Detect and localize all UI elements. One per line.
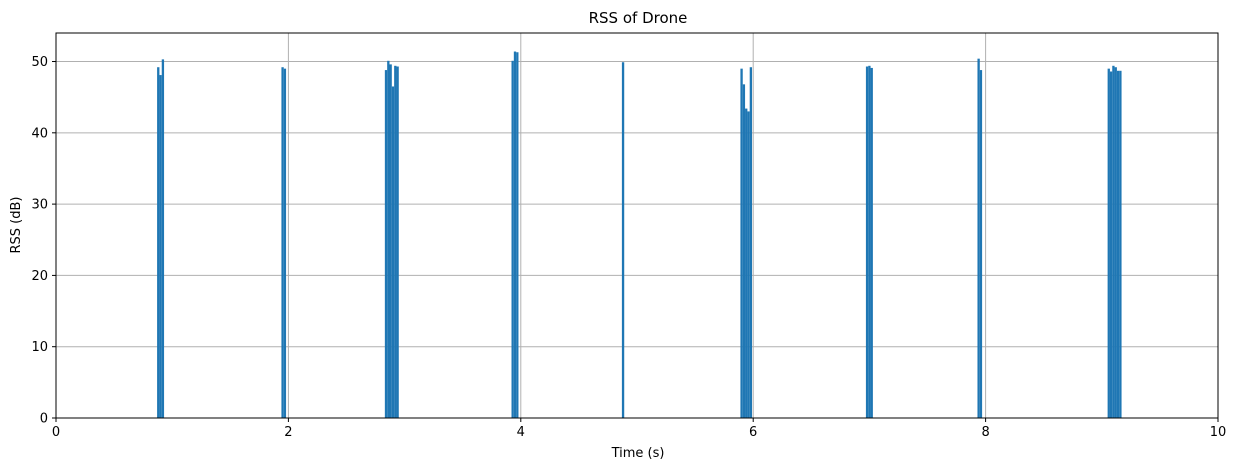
bar	[1112, 65, 1115, 418]
y-tick-label: 50	[31, 55, 48, 70]
y-tick-label: 20	[31, 269, 48, 284]
bar	[742, 84, 746, 418]
y-axis: 0 10 20 30 40 50	[31, 55, 56, 427]
bars	[157, 51, 1122, 419]
grid	[56, 33, 1218, 418]
bar	[1107, 68, 1110, 419]
bar	[283, 68, 287, 419]
bar	[749, 67, 753, 418]
bar	[387, 60, 390, 419]
bar	[516, 52, 519, 418]
bar	[384, 70, 388, 419]
bar	[396, 66, 399, 418]
x-tick-label: 4	[517, 425, 525, 440]
bar	[159, 75, 162, 418]
y-axis-label: RSS (dB)	[9, 197, 24, 254]
x-axis: 0 2 4 6 8 10	[52, 418, 1226, 440]
bar	[511, 60, 514, 419]
bar	[979, 70, 983, 419]
bar	[513, 51, 517, 418]
bar	[1119, 70, 1122, 418]
y-tick-label: 40	[31, 126, 48, 141]
bar	[621, 62, 625, 419]
bar	[747, 111, 750, 418]
x-tick-label: 2	[284, 425, 292, 440]
bar	[870, 67, 873, 419]
bar	[865, 66, 869, 418]
bar	[745, 108, 748, 419]
y-tick-label: 0	[40, 412, 48, 427]
plot-frame	[55, 32, 1219, 419]
bar	[157, 67, 160, 418]
x-tick-label: 8	[981, 425, 989, 440]
y-tick-label: 10	[31, 340, 48, 355]
x-axis-label: Time (s)	[611, 446, 665, 461]
bar	[1109, 71, 1113, 418]
bar	[281, 67, 284, 418]
x-tick-label: 6	[749, 425, 757, 440]
x-tick-label: 10	[1210, 425, 1227, 440]
bar	[1116, 70, 1120, 418]
bar	[391, 86, 395, 418]
bar	[161, 59, 165, 418]
chart-title: RSS of Drone	[589, 9, 688, 27]
bar	[1114, 67, 1117, 418]
bar	[740, 68, 743, 419]
y-tick-label: 30	[31, 198, 48, 213]
x-tick-label: 0	[52, 425, 60, 440]
bar	[389, 64, 392, 419]
bar	[868, 65, 871, 418]
bar	[394, 65, 397, 418]
bar	[977, 58, 980, 419]
